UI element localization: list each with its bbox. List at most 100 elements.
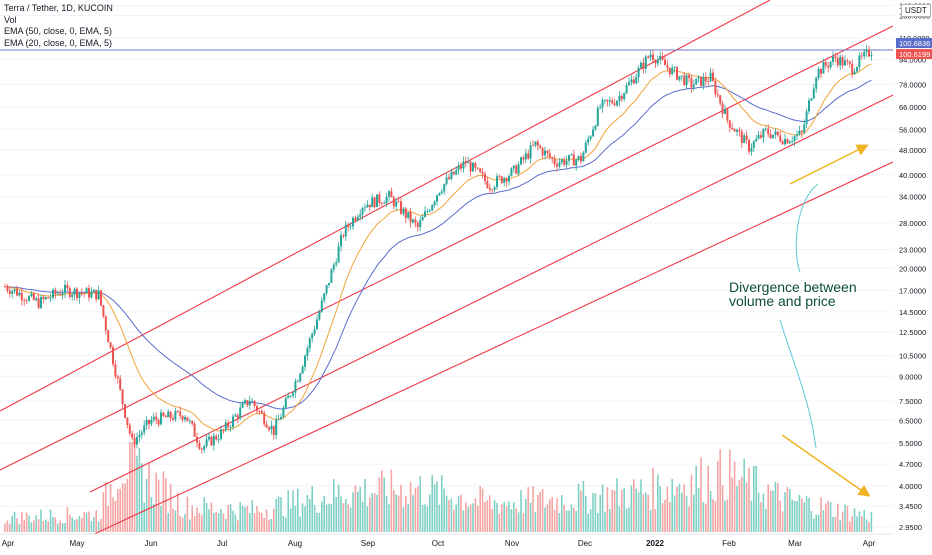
candle-body (287, 396, 290, 399)
candle-body (464, 161, 467, 164)
volume-bar (741, 476, 743, 532)
volume-bar (83, 512, 85, 532)
candle-body (750, 147, 753, 152)
candle-body (18, 292, 21, 296)
volume-bar (433, 484, 436, 532)
volume-bar (717, 460, 719, 532)
volume-bar (791, 499, 793, 532)
price-tick-label: 78.0000 (899, 81, 926, 90)
candle-body (234, 415, 237, 417)
volume-bar (767, 484, 769, 532)
volume-bar (760, 502, 762, 532)
volume-bar (129, 442, 131, 532)
volume-bar (227, 505, 229, 532)
candle-body (656, 59, 659, 64)
channel-line-4[interactable] (59, 161, 894, 551)
volume-bar (210, 502, 213, 532)
legend-vol[interactable]: Vol (4, 14, 17, 25)
volume-bar (652, 467, 654, 532)
volume-bar (196, 507, 198, 532)
volume-bar (501, 504, 503, 532)
volume-bar (853, 508, 856, 532)
candle-body (508, 175, 510, 182)
candle-body (107, 330, 110, 343)
legend-ema20[interactable]: EMA (20, close, 0, EMA, 5) (4, 37, 113, 48)
volume-bar (784, 492, 786, 532)
candle-body (304, 355, 306, 367)
volume-bar (23, 519, 25, 532)
volume-bar (208, 509, 210, 532)
time-tick-label: Apr (2, 539, 15, 548)
volume-bar (429, 494, 431, 532)
candle-body (296, 381, 299, 383)
price-tick-label: 6.5000 (899, 416, 922, 425)
annotation-text-line2[interactable]: volume and price (729, 293, 836, 309)
volume-bar (213, 512, 215, 532)
volume-bar (71, 517, 73, 532)
candle-body (733, 129, 736, 132)
volume-bar (148, 463, 150, 532)
volume-bar (870, 511, 873, 532)
volume-bar (318, 512, 321, 532)
candle-body (577, 156, 580, 160)
candle-body (424, 211, 426, 217)
volume-bar (851, 516, 853, 532)
candle-body (760, 135, 762, 138)
legend-ema50[interactable]: EMA (50, close, 0, EMA, 5) (4, 26, 113, 36)
candle-body (772, 134, 774, 139)
price-tick-label: 48.0000 (899, 146, 926, 155)
volume-bar (481, 488, 484, 532)
volume-bar (474, 498, 477, 532)
volume-bar (395, 494, 397, 532)
time-tick-label: Oct (432, 539, 445, 548)
volume-bar (705, 503, 707, 532)
candle-body (661, 56, 664, 60)
volume-bar (241, 505, 244, 532)
candle-body (839, 57, 842, 66)
candle-body (592, 129, 594, 137)
volume-bar (654, 508, 657, 532)
volume-bar (412, 495, 414, 532)
candle-body (851, 63, 854, 75)
volume-bar (805, 496, 808, 532)
volume-bar (822, 510, 825, 532)
annotation-connector-top[interactable] (795, 183, 819, 273)
arrow-volume-down[interactable] (781, 434, 871, 497)
volume-bar (265, 509, 268, 532)
volume-bar (832, 517, 834, 532)
volume-bar (222, 513, 225, 532)
volume-bar (553, 509, 556, 532)
candle-body (246, 400, 249, 406)
currency-button[interactable]: USDT (901, 4, 931, 17)
volume-bar (765, 508, 767, 532)
volume-bar (261, 512, 263, 532)
candle-body (551, 157, 554, 159)
annotation-text-line1[interactable]: Divergence between (729, 279, 857, 295)
candle-body (479, 168, 482, 173)
candle-body (292, 392, 294, 396)
volume-bar (789, 488, 791, 532)
annotation-connector-bottom[interactable] (779, 319, 817, 449)
volume-bar (258, 511, 261, 532)
candle-body (354, 217, 357, 221)
arrow-price-up[interactable] (789, 144, 869, 185)
candle-body (608, 100, 611, 102)
candle-body (505, 178, 508, 182)
candle-body (335, 262, 338, 265)
volume-bar (13, 511, 16, 532)
channel-line-2[interactable] (0, 25, 894, 471)
candle-body (8, 290, 11, 294)
symbol-title[interactable]: Terra / Tether, 1D, KUCOIN (4, 3, 113, 13)
channel-line-1[interactable] (0, 0, 771, 412)
channel-line-3[interactable] (89, 94, 894, 493)
candle-body (260, 411, 263, 414)
candle-body (774, 131, 777, 135)
volume-bar (726, 499, 729, 532)
candle-body (376, 194, 378, 208)
candle-body (678, 76, 681, 80)
candle-body (736, 129, 738, 132)
candle-body (752, 141, 755, 148)
volume-bar (841, 511, 844, 532)
volume-bar (237, 520, 239, 532)
